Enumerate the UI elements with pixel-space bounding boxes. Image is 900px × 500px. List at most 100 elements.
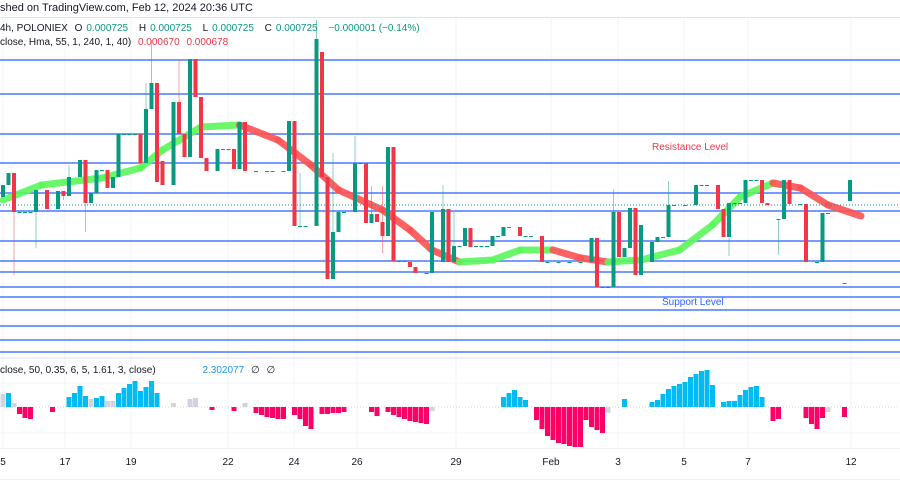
histogram-bar xyxy=(501,397,506,407)
histogram-bar xyxy=(253,407,259,413)
hma-ribbon-segment xyxy=(159,123,205,154)
histogram-bar xyxy=(132,381,138,407)
candle-body xyxy=(782,180,786,219)
histogram-bar xyxy=(814,407,820,429)
histogram-bar xyxy=(660,394,666,407)
candle-body xyxy=(457,246,462,247)
indicator-value: 2.302077 xyxy=(202,365,245,376)
histogram-bar xyxy=(743,390,748,407)
histogram-bar xyxy=(737,395,743,407)
x-tick-label: 22 xyxy=(222,457,234,468)
hma-ribbon-segment xyxy=(577,254,612,266)
candle-body xyxy=(600,287,605,288)
candle-body xyxy=(826,213,830,214)
candle-body xyxy=(754,180,759,181)
candle-body xyxy=(254,171,258,172)
histogram-bar xyxy=(171,403,176,407)
candle-body xyxy=(325,177,330,279)
candle-body xyxy=(479,246,484,247)
hma-legend[interactable]: close, Hma, 55, 1, 240, 1, 40) 0.000670 … xyxy=(0,37,232,48)
candle-body xyxy=(485,246,489,247)
na-value-1: ∅ xyxy=(250,365,260,376)
candle-body xyxy=(567,262,572,263)
histogram-bar xyxy=(369,407,374,412)
candle-body xyxy=(666,205,671,237)
hma-ribbon-segment xyxy=(824,201,865,220)
candle-body xyxy=(177,102,181,134)
histogram-bar xyxy=(721,402,726,407)
histogram-bar xyxy=(589,407,594,427)
histogram-bar xyxy=(325,407,330,414)
resistance-label: Resistance Level xyxy=(652,142,729,153)
candle-body xyxy=(633,208,638,275)
candle-body xyxy=(699,185,704,186)
candle-body xyxy=(193,59,198,97)
candle-body xyxy=(89,193,93,203)
candle-body xyxy=(639,225,643,275)
candle-body xyxy=(721,209,726,237)
candle-body xyxy=(28,212,33,213)
histogram-bar xyxy=(270,407,275,418)
candle-body xyxy=(144,109,148,163)
candle-body xyxy=(380,222,385,236)
histogram-bar xyxy=(396,407,402,417)
candle-body xyxy=(496,236,500,237)
candle-body xyxy=(111,177,115,188)
histogram-bar xyxy=(704,370,710,407)
histogram-bar xyxy=(149,381,154,407)
candle-body xyxy=(787,180,792,204)
x-tick-label: 3 xyxy=(615,457,621,468)
histogram-bar xyxy=(561,407,567,444)
histogram-bar xyxy=(341,407,347,412)
histogram-bar xyxy=(748,387,754,407)
histogram-bar xyxy=(374,407,380,416)
candle-body xyxy=(204,158,209,171)
candle-body xyxy=(397,261,401,262)
time-axis[interactable]: 5 17 19 22 24 26 29 Feb 3 5 7 12 xyxy=(0,448,900,480)
candle-body xyxy=(617,212,621,257)
close-value: 0.000725 xyxy=(275,23,318,34)
histogram-bar xyxy=(297,407,303,419)
price-chart[interactable] xyxy=(0,0,900,448)
candle-body xyxy=(661,237,665,238)
candle-body xyxy=(815,262,819,263)
candle-body xyxy=(78,160,82,177)
histogram-bar xyxy=(506,393,512,407)
candle-body xyxy=(683,205,687,206)
candle-body xyxy=(182,134,187,157)
histogram-bar xyxy=(732,401,737,407)
candle-body xyxy=(650,242,654,262)
hma-ribbon-segment xyxy=(456,256,496,266)
histogram-bar xyxy=(517,397,523,407)
close-label: C xyxy=(264,23,272,34)
histogram-bar xyxy=(28,407,33,419)
histogram-bar xyxy=(88,399,94,407)
candle-body xyxy=(842,283,847,284)
candle-body xyxy=(452,246,456,262)
candle-body xyxy=(523,236,528,237)
x-tick-label: 5 xyxy=(681,457,687,468)
histogram-bar xyxy=(154,393,160,407)
candle-body xyxy=(160,161,165,185)
histogram-bar xyxy=(385,407,391,412)
hma-ribbon-segment xyxy=(637,246,683,264)
candle-body xyxy=(446,209,451,262)
x-tick-label: 7 xyxy=(745,457,751,468)
indicator-legend[interactable]: close, 50, 0.35, 6, 5, 1.61, 3, close) 2… xyxy=(0,365,279,376)
histogram-bar xyxy=(308,407,314,429)
histogram-bar xyxy=(77,386,83,407)
candle-body xyxy=(655,237,660,242)
x-tick-label: 26 xyxy=(351,457,363,468)
histogram-bar xyxy=(567,407,572,446)
histogram-bar xyxy=(99,396,105,407)
histogram-bar xyxy=(754,386,759,407)
candle-body xyxy=(589,238,594,262)
histogram-bar xyxy=(759,397,765,407)
histogram-bar xyxy=(418,407,424,423)
candle-body xyxy=(94,170,99,193)
histogram-bar xyxy=(825,407,831,412)
candle-body xyxy=(1,185,5,197)
candle-body xyxy=(353,163,357,212)
histogram-bar xyxy=(512,390,517,407)
low-group: L 0.000725 xyxy=(203,23,258,34)
